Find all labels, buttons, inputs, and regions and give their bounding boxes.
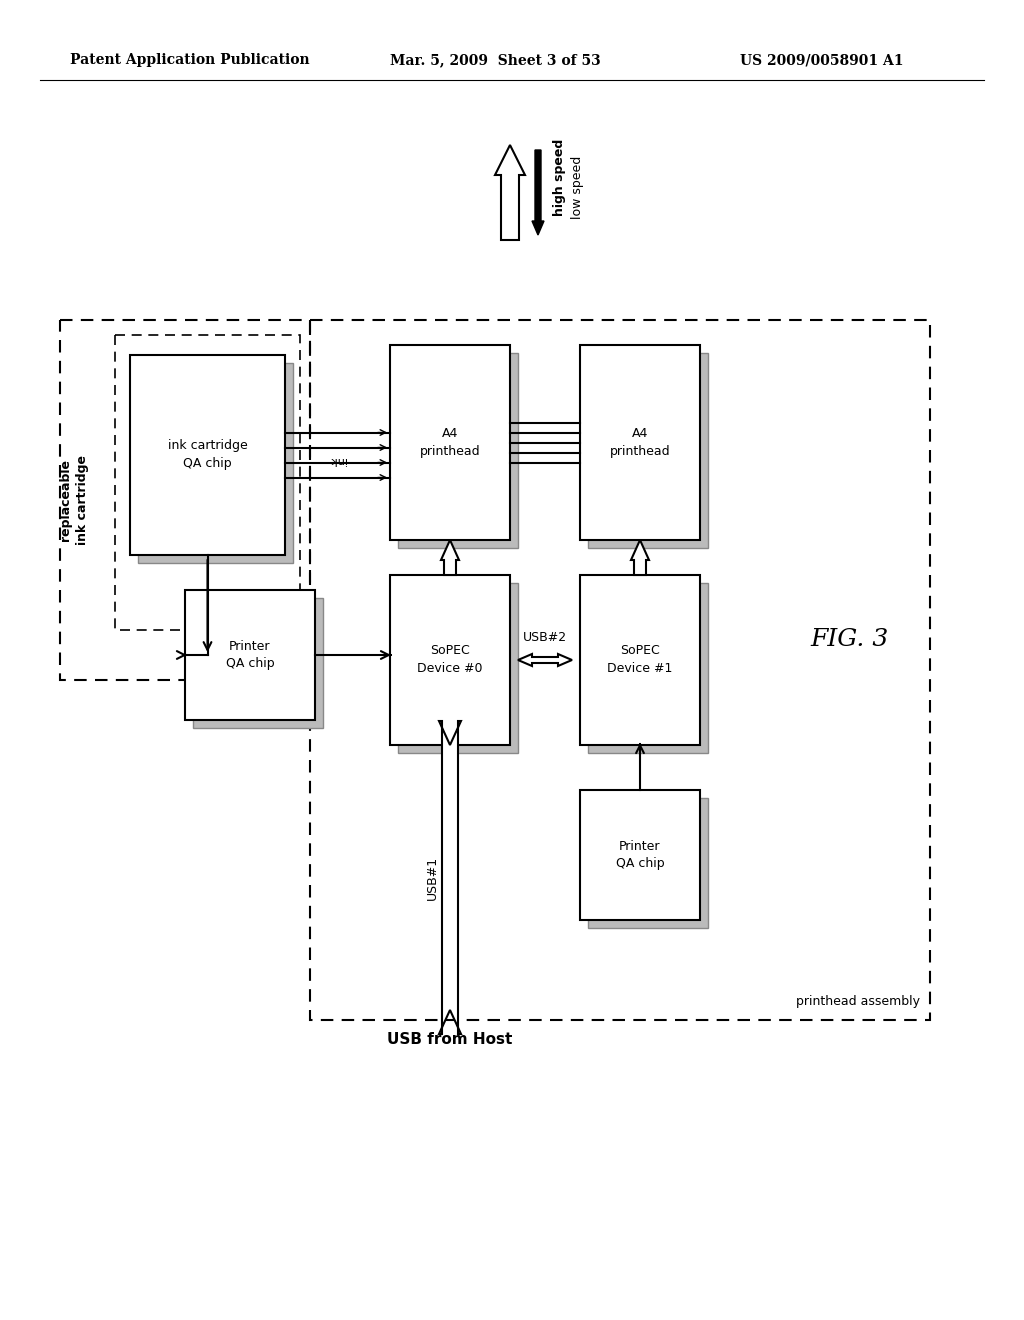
Polygon shape bbox=[495, 145, 525, 240]
Text: replaceable
ink cartridge: replaceable ink cartridge bbox=[59, 455, 89, 545]
Text: FIG. 3: FIG. 3 bbox=[811, 628, 889, 652]
Text: USB#1: USB#1 bbox=[426, 855, 438, 899]
Polygon shape bbox=[439, 721, 461, 1034]
Text: SoPEC
Device #0: SoPEC Device #0 bbox=[417, 644, 482, 676]
FancyBboxPatch shape bbox=[398, 352, 518, 548]
Polygon shape bbox=[532, 150, 544, 235]
Polygon shape bbox=[631, 540, 649, 576]
Text: printhead assembly: printhead assembly bbox=[796, 995, 920, 1008]
Text: Printer
QA chip: Printer QA chip bbox=[615, 840, 665, 870]
FancyBboxPatch shape bbox=[588, 583, 708, 752]
Text: Printer
QA chip: Printer QA chip bbox=[225, 639, 274, 671]
Text: ink cartridge
QA chip: ink cartridge QA chip bbox=[168, 440, 248, 470]
Text: USB#2: USB#2 bbox=[523, 631, 567, 644]
Text: Patent Application Publication: Patent Application Publication bbox=[70, 53, 309, 67]
Text: A4
printhead: A4 printhead bbox=[420, 426, 480, 458]
Text: ink: ink bbox=[329, 455, 346, 465]
FancyBboxPatch shape bbox=[580, 789, 700, 920]
FancyBboxPatch shape bbox=[390, 576, 510, 744]
Text: Mar. 5, 2009  Sheet 3 of 53: Mar. 5, 2009 Sheet 3 of 53 bbox=[390, 53, 601, 67]
Text: low speed: low speed bbox=[571, 156, 585, 219]
FancyBboxPatch shape bbox=[588, 352, 708, 548]
FancyBboxPatch shape bbox=[138, 363, 293, 564]
Text: high speed: high speed bbox=[554, 139, 566, 216]
Text: A4
printhead: A4 printhead bbox=[609, 426, 671, 458]
FancyBboxPatch shape bbox=[398, 583, 518, 752]
FancyBboxPatch shape bbox=[185, 590, 315, 719]
Polygon shape bbox=[518, 653, 572, 667]
FancyBboxPatch shape bbox=[588, 799, 708, 928]
FancyBboxPatch shape bbox=[580, 576, 700, 744]
Text: SoPEC
Device #1: SoPEC Device #1 bbox=[607, 644, 673, 676]
FancyBboxPatch shape bbox=[390, 345, 510, 540]
Text: USB from Host: USB from Host bbox=[387, 1032, 513, 1047]
Text: US 2009/0058901 A1: US 2009/0058901 A1 bbox=[740, 53, 903, 67]
FancyBboxPatch shape bbox=[193, 598, 323, 729]
FancyBboxPatch shape bbox=[130, 355, 285, 554]
Polygon shape bbox=[441, 540, 459, 576]
FancyBboxPatch shape bbox=[580, 345, 700, 540]
